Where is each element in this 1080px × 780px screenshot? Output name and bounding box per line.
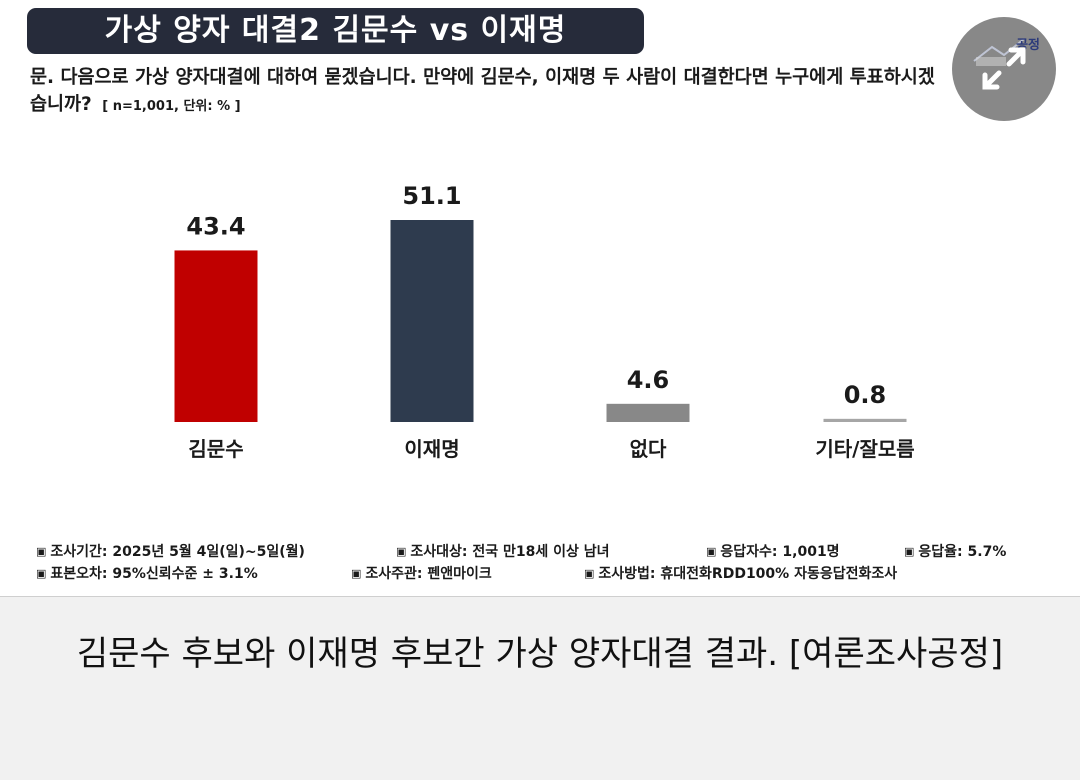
category-label-1: 이재명 bbox=[404, 437, 459, 461]
category-label-2: 없다 bbox=[630, 437, 667, 461]
survey-slide: 가상 양자 대결2 김문수 vs 이재명 문. 다음으로 가상 양자대결에 대하… bbox=[0, 0, 1080, 597]
footer-item: ▣ 응답자수: 1,001명 bbox=[706, 541, 904, 563]
square-bullet-icon: ▣ bbox=[396, 545, 407, 558]
data-label-3: 0.8 bbox=[844, 381, 887, 409]
square-bullet-icon: ▣ bbox=[36, 567, 47, 580]
footer-item: ▣ 응답율: 5.7% bbox=[904, 541, 1006, 563]
footer-response-rate: 응답율: 5.7% bbox=[918, 544, 1007, 560]
footer-row-2: ▣ 표본오차: 95%신뢰수준 ± 3.1% ▣ 조사주관: 펜앤마이크 ▣ 조사방법: … bbox=[36, 563, 1056, 585]
logo-chart-mark-icon bbox=[973, 38, 1025, 66]
footer-row-1: ▣ 조사기간: 2025년 5월 4일(일)~5일(월) ▣ 조사대상: 전국 만18… bbox=[36, 541, 1056, 563]
footer-sponsor: 조사주관: 펜앤마이크 bbox=[365, 566, 492, 582]
footer-target: 조사대상: 전국 만18세 이상 남녀 bbox=[410, 544, 610, 560]
footer-margin-error: 표본오차: 95%신뢰수준 ± 3.1% bbox=[50, 566, 258, 582]
square-bullet-icon: ▣ bbox=[36, 545, 47, 558]
bar-0 bbox=[174, 250, 258, 422]
data-label-0: 43.4 bbox=[186, 212, 245, 240]
image-caption: 김문수 후보와 이재명 후보간 가상 양자대결 결과. [여론조사공정] bbox=[76, 634, 1004, 674]
pollster-logo[interactable]: 공정 bbox=[952, 17, 1056, 121]
category-label-3: 기타/잘모름 bbox=[815, 437, 914, 461]
footer-item: ▣ 조사방법: 휴대전화RDD100% 자동응답전화조사 bbox=[584, 563, 897, 585]
bar-2 bbox=[606, 403, 690, 422]
category-label-0: 김문수 bbox=[188, 437, 243, 461]
footer-method: 조사방법: 휴대전화RDD100% 자동응답전화조사 bbox=[598, 566, 898, 582]
question-text: 문. 다음으로 가상 양자대결에 대하여 묻겠습니다. 만약에 김문수, 이재명… bbox=[30, 67, 935, 115]
footer-item: ▣ 조사대상: 전국 만18세 이상 남녀 bbox=[396, 541, 706, 563]
footer-item: ▣ 조사주관: 펜앤마이크 bbox=[351, 563, 584, 585]
data-label-2: 4.6 bbox=[627, 366, 670, 394]
footer-respondents: 응답자수: 1,001명 bbox=[720, 544, 840, 560]
question-meta: [ n=1,001, 단위: % ] bbox=[102, 99, 241, 114]
square-bullet-icon: ▣ bbox=[904, 545, 915, 558]
footer-item: ▣ 표본오차: 95%신뢰수준 ± 3.1% bbox=[36, 563, 351, 585]
bar-3 bbox=[823, 418, 907, 422]
chart-title: 가상 양자 대결2 김문수 vs 이재명 bbox=[27, 8, 644, 54]
bar-chart: 43.4 김문수 51.1 이재명 4.6 없다 0.8 기타/잘모름 bbox=[174, 182, 915, 461]
data-label-1: 51.1 bbox=[402, 182, 461, 210]
bar-1 bbox=[390, 220, 474, 422]
square-bullet-icon: ▣ bbox=[584, 567, 595, 580]
footer-item: ▣ 조사기간: 2025년 5월 4일(일)~5일(월) bbox=[36, 541, 396, 563]
square-bullet-icon: ▣ bbox=[351, 567, 362, 580]
footer-period: 조사기간: 2025년 5월 4일(일)~5일(월) bbox=[50, 544, 305, 560]
survey-footer: ▣ 조사기간: 2025년 5월 4일(일)~5일(월) ▣ 조사대상: 전국 만18… bbox=[36, 541, 1056, 585]
square-bullet-icon: ▣ bbox=[706, 545, 717, 558]
survey-question: 문. 다음으로 가상 양자대결에 대하여 묻겠습니다. 만약에 김문수, 이재명… bbox=[30, 64, 950, 120]
expand-arrows-icon[interactable] bbox=[952, 17, 1056, 121]
